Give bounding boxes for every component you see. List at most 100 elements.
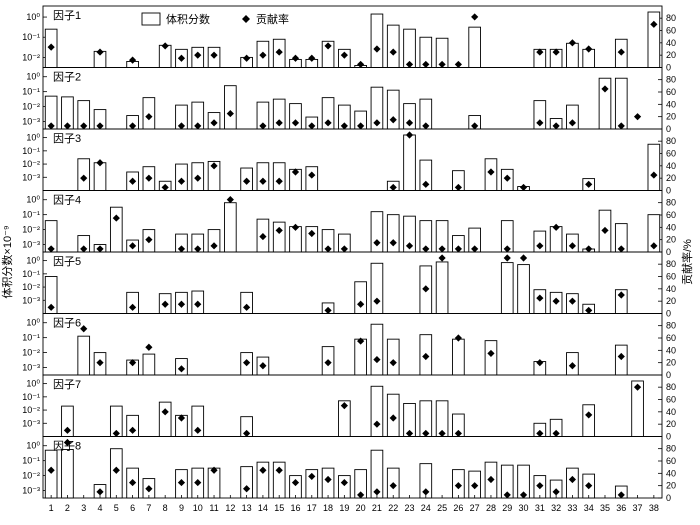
contribution-marker [177,245,186,253]
contribution-marker [373,45,381,53]
contribution-marker [389,239,397,247]
x-tick-label: 2 [65,503,70,513]
right-tick-label: 20 [666,50,676,60]
x-tick-label: 37 [633,503,643,513]
contribution-marker [552,122,560,130]
contribution-marker [194,174,202,182]
panel-frame [42,436,663,499]
contribution-marker [112,466,120,474]
right-tick-label: 80 [666,136,676,146]
panel-label: 因子2 [53,71,81,84]
contribution-marker [568,362,577,370]
bar [256,162,270,191]
x-tick-label: 8 [163,503,168,513]
x-tick-label: 33 [567,503,577,513]
contribution-marker [128,122,137,130]
bar [354,281,367,314]
panel-label: 因子7 [53,378,81,391]
contribution-marker [389,183,397,192]
contribution-marker [389,482,397,490]
contribution-marker [633,383,642,391]
contribution-marker [650,171,658,179]
right-tick-label: 80 [666,75,676,85]
bar [386,24,400,68]
right-tick-label: 0 [666,186,671,196]
right-tick-label: 80 [666,382,676,392]
contribution-marker [340,51,348,59]
right-tick-label: 60 [666,26,676,36]
right-tick-label: 80 [666,321,676,331]
left-tick-label: 10⁰ [26,379,40,389]
contribution-marker [389,116,397,124]
x-tick-label: 34 [584,503,594,513]
bar [370,13,384,68]
contribution-marker [405,119,414,127]
left-tick-label: 10⁻² [22,471,40,481]
bar [224,85,237,130]
contribution-marker [454,183,462,192]
contribution-marker [373,119,381,127]
contribution-marker [80,122,88,130]
contribution-marker [210,162,218,170]
contribution-marker [422,180,430,188]
left-tick-label: 10⁻³ [22,295,40,305]
panel-label: 因子4 [53,194,81,207]
left-tick-label: 10⁰ [26,12,40,22]
contribution-marker [308,472,316,481]
bar [582,404,596,437]
contribution-marker [357,337,365,345]
right-tick-label: 60 [666,333,676,343]
contribution-marker [291,168,300,176]
contribution-marker [373,297,381,305]
left-tick-label: 10⁻³ [22,172,40,182]
x-tick-label: 5 [114,503,119,513]
bar [468,26,481,68]
contribution-marker [96,245,104,253]
panel-label: 因子8 [53,440,81,453]
contribution-marker [177,54,186,62]
contribution-marker [650,242,658,250]
contribution-marker [259,232,267,241]
contribution-marker [373,355,381,364]
contribution-marker [536,482,544,490]
right-axis-label: 贡献率/% [680,239,694,285]
right-tick-label: 0 [666,63,671,73]
right-tick-label: 20 [666,419,676,429]
contribution-marker [519,183,528,192]
contribution-marker [422,60,430,69]
contribution-marker [454,334,462,342]
contribution-marker [210,119,218,127]
contribution-marker [243,54,251,62]
contribution-marker [536,48,544,56]
contribution-marker [471,13,479,21]
right-tick-label: 40 [666,38,676,48]
contribution-marker [585,411,593,419]
right-tick-label: 80 [666,444,676,454]
contribution-marker [259,122,267,130]
right-tick-label: 0 [666,493,671,503]
x-tick-label: 12 [225,503,235,513]
left-tick-label: 10⁰ [26,133,40,143]
x-axis: 1 2 3 4 5 6 7 8 9 10 11 12 13 14 15 16 17 18 19 20 21 22 23 24 2… [49,495,659,513]
x-tick-label: 4 [98,503,103,513]
contribution-marker [617,352,625,361]
panels-group: 10⁰ 10⁻¹ 10⁻² 0 20 40 60 80 因子1 体积分数 贡献率 10⁰ 10⁻¹ 10⁻… [22,5,676,503]
contribution-marker [128,359,137,367]
bar [647,11,661,68]
panel-label: 因子5 [53,255,81,268]
bar [44,449,58,499]
left-tick-label: 10⁻² [22,102,40,112]
bar [289,475,302,499]
x-tick-label: 31 [535,503,545,513]
bar [484,340,498,376]
contribution-marker [650,20,658,28]
left-tick-label: 10⁰ [26,318,40,328]
right-tick-label: 20 [666,235,676,245]
left-tick-label: 10⁰ [26,256,40,266]
right-tick-label: 20 [666,481,676,491]
panel-6: 10⁰ 10⁻¹ 10⁻² 10⁻³ 0 20 40 60 80 因子6 [22,313,676,380]
contribution-marker [585,245,593,253]
x-tick-label: 20 [356,503,366,513]
contribution-marker [145,236,153,244]
bar [61,449,74,499]
